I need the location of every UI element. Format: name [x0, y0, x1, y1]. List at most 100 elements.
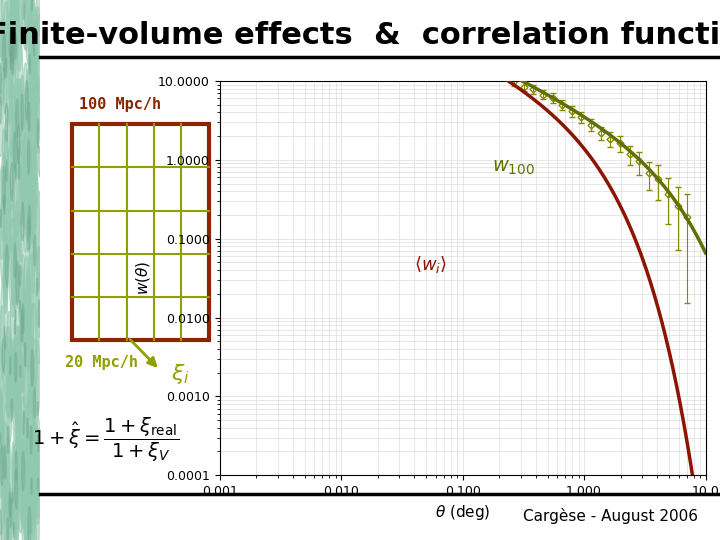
Circle shape — [30, 141, 37, 234]
Circle shape — [4, 234, 8, 297]
Circle shape — [2, 339, 4, 373]
Circle shape — [20, 365, 21, 377]
Circle shape — [5, 461, 7, 495]
Circle shape — [0, 415, 5, 499]
Circle shape — [31, 351, 35, 394]
Circle shape — [37, 478, 38, 490]
Circle shape — [0, 0, 4, 57]
Circle shape — [14, 469, 17, 509]
Circle shape — [30, 303, 34, 358]
Circle shape — [10, 53, 12, 70]
Circle shape — [35, 424, 38, 477]
Circle shape — [26, 202, 30, 250]
Circle shape — [10, 293, 16, 377]
Circle shape — [21, 94, 24, 131]
Circle shape — [31, 85, 35, 134]
Circle shape — [3, 250, 8, 314]
Circle shape — [31, 339, 38, 435]
Circle shape — [27, 382, 35, 484]
Circle shape — [5, 467, 9, 514]
Circle shape — [25, 441, 29, 488]
Circle shape — [34, 235, 36, 266]
Circle shape — [16, 381, 20, 431]
Circle shape — [11, 234, 16, 307]
Circle shape — [14, 244, 17, 278]
Circle shape — [30, 47, 35, 108]
Circle shape — [12, 442, 14, 482]
Circle shape — [4, 120, 8, 167]
Circle shape — [29, 79, 35, 159]
Circle shape — [14, 32, 17, 59]
Circle shape — [4, 32, 10, 122]
Circle shape — [24, 323, 31, 419]
Circle shape — [28, 205, 30, 237]
Circle shape — [3, 403, 10, 498]
Circle shape — [0, 209, 1, 227]
Circle shape — [13, 139, 20, 237]
Circle shape — [12, 0, 18, 51]
Text: $\langle w_i \rangle$: $\langle w_i \rangle$ — [414, 254, 447, 275]
Circle shape — [18, 162, 19, 180]
Circle shape — [6, 368, 12, 443]
Text: 20 Mpc/h: 20 Mpc/h — [65, 355, 138, 370]
Circle shape — [3, 32, 6, 71]
Circle shape — [1, 153, 6, 217]
Circle shape — [12, 35, 14, 63]
Circle shape — [24, 504, 27, 537]
Circle shape — [22, 436, 28, 512]
Circle shape — [12, 44, 14, 75]
Circle shape — [4, 258, 7, 308]
Circle shape — [20, 300, 21, 312]
Circle shape — [28, 401, 33, 469]
Circle shape — [2, 129, 5, 167]
Circle shape — [30, 347, 35, 414]
Circle shape — [25, 80, 28, 120]
Circle shape — [13, 522, 14, 538]
Circle shape — [30, 426, 32, 455]
Circle shape — [24, 209, 27, 253]
Circle shape — [0, 193, 6, 287]
Circle shape — [34, 428, 41, 524]
Circle shape — [18, 148, 19, 164]
Circle shape — [29, 461, 34, 530]
Circle shape — [21, 310, 23, 342]
Circle shape — [24, 436, 32, 540]
Circle shape — [34, 489, 40, 540]
Circle shape — [14, 320, 16, 335]
Circle shape — [29, 55, 30, 74]
Circle shape — [30, 3, 33, 55]
Text: box: box — [530, 103, 550, 113]
Circle shape — [8, 0, 16, 78]
Circle shape — [34, 152, 37, 202]
Circle shape — [29, 110, 35, 198]
Circle shape — [24, 342, 26, 367]
Circle shape — [22, 304, 24, 334]
Circle shape — [4, 167, 11, 266]
Circle shape — [31, 35, 35, 78]
Circle shape — [14, 483, 19, 540]
Circle shape — [30, 154, 36, 244]
Circle shape — [4, 483, 9, 540]
Circle shape — [14, 483, 19, 540]
Circle shape — [19, 265, 21, 286]
Circle shape — [32, 253, 35, 294]
Circle shape — [31, 435, 37, 522]
Circle shape — [7, 426, 9, 454]
Circle shape — [15, 335, 21, 413]
Circle shape — [16, 265, 19, 308]
Circle shape — [37, 435, 39, 453]
Circle shape — [9, 492, 11, 517]
Circle shape — [21, 444, 24, 485]
Circle shape — [24, 492, 29, 540]
Circle shape — [7, 518, 9, 540]
Circle shape — [31, 429, 37, 508]
Circle shape — [17, 454, 20, 497]
Text: 100 Mpc/h: 100 Mpc/h — [79, 97, 161, 112]
Circle shape — [25, 85, 30, 152]
Circle shape — [4, 197, 9, 273]
Circle shape — [27, 431, 34, 532]
Circle shape — [0, 347, 4, 433]
Circle shape — [27, 271, 30, 324]
Circle shape — [26, 151, 33, 248]
Circle shape — [15, 309, 16, 320]
